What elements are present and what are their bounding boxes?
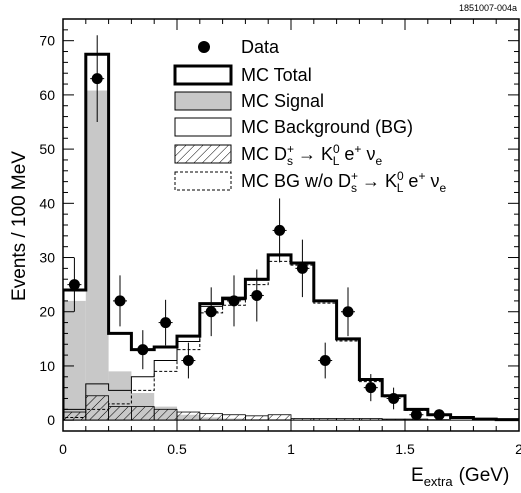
histogram-layer xyxy=(63,52,519,422)
legend-kl-sup3: + xyxy=(354,142,361,156)
legend-kl-tail2: ν xyxy=(361,144,375,164)
y-tick-label: 10 xyxy=(39,358,55,374)
signal-bar xyxy=(63,300,86,421)
legend-bgwo-tail2: ν xyxy=(425,171,439,191)
total-line xyxy=(63,52,519,422)
data-point xyxy=(160,317,172,329)
legend-kl-label: MC D+ s → K0 L e+ νe xyxy=(241,142,382,168)
kl-bar xyxy=(85,395,110,421)
legend-kl-sub2: L xyxy=(333,154,340,168)
legend-bgwo-text: MC BG w/o D xyxy=(241,171,351,191)
data-point xyxy=(114,295,126,307)
legend-bgwo-sup1: + xyxy=(351,169,358,183)
legend-kl-sup2: 0 xyxy=(333,142,340,156)
data-point xyxy=(205,306,217,318)
x-axis-label: Eextra (GeV) xyxy=(411,465,509,489)
kl-bar xyxy=(153,408,178,421)
data-point xyxy=(365,382,377,394)
figure-id: 1851007-004a xyxy=(459,3,517,13)
data-point xyxy=(228,295,240,307)
legend-kl-arrow: → K xyxy=(293,144,333,164)
kl-bar xyxy=(130,406,155,421)
legend-signal-swatch xyxy=(174,91,232,111)
kl-bar xyxy=(199,413,224,421)
legend-signal-label: MC Signal xyxy=(241,91,324,111)
legend: Data MC Total MC Signal MC Background (B… xyxy=(173,37,446,195)
x-tick-label: 0 xyxy=(59,441,67,457)
legend-data-label: Data xyxy=(241,37,280,57)
x-axis-label-unit: (GeV) xyxy=(459,465,510,486)
data-point xyxy=(137,344,149,356)
legend-bgwo-sub2: L xyxy=(397,181,404,195)
kl-bar xyxy=(63,411,87,421)
x-tick-label: 1 xyxy=(287,441,295,457)
y-tick-label: 60 xyxy=(39,87,55,103)
x-tick-label: 0.5 xyxy=(167,441,187,457)
legend-background-label: MC Background (BG) xyxy=(241,117,413,137)
kl-bar xyxy=(108,406,132,421)
data-point xyxy=(388,392,400,404)
data-point xyxy=(319,355,331,367)
legend-kl-text: MC D xyxy=(241,144,287,164)
legend-bgwo-sub1: s xyxy=(351,181,357,195)
data-points-layer xyxy=(67,35,447,421)
x-axis-label-main: E xyxy=(411,465,424,486)
legend-bgwo-tail: e xyxy=(403,171,418,191)
legend-data-marker xyxy=(198,41,210,53)
data-point xyxy=(91,73,103,85)
legend-bgwo-sub3: e xyxy=(439,181,446,195)
legend-bgwo-swatch xyxy=(174,171,232,191)
y-tick-label: 40 xyxy=(39,195,55,211)
kl-bar xyxy=(176,411,201,421)
y-axis-label: Events / 100 MeV xyxy=(9,151,30,301)
x-tick-label: 2 xyxy=(515,441,521,457)
legend-kl-sub3: e xyxy=(375,154,382,168)
data-point xyxy=(182,355,194,367)
data-point xyxy=(68,279,80,291)
legend-kl-tail: e xyxy=(339,144,354,164)
legend-bgwo-arrow: → K xyxy=(357,171,397,191)
legend-kl-sup1: + xyxy=(287,142,294,156)
signal-bar xyxy=(85,90,109,421)
kl-bar xyxy=(222,414,246,421)
y-tick-label: 0 xyxy=(47,412,55,428)
data-point xyxy=(274,224,286,236)
legend-background-swatch xyxy=(174,117,232,137)
y-tick-label: 50 xyxy=(39,141,55,157)
x-axis-label-sub: extra xyxy=(424,474,454,489)
legend-total-swatch xyxy=(173,64,233,86)
x-tick-label: 1.5 xyxy=(395,441,415,457)
legend-bgwo-label: MC BG w/o D+ s → K0 L e+ νe xyxy=(241,169,446,195)
data-point xyxy=(410,409,422,421)
legend-kl-swatch xyxy=(174,144,232,164)
kl-bar xyxy=(244,415,269,421)
y-tick-label: 30 xyxy=(39,250,55,266)
legend-kl-sub1: s xyxy=(287,154,293,168)
data-point xyxy=(433,409,445,421)
data-point xyxy=(342,306,354,318)
legend-bgwo-sup2: 0 xyxy=(397,169,404,183)
legend-total-label: MC Total xyxy=(241,65,312,85)
kl-bar xyxy=(267,414,292,421)
data-point xyxy=(251,289,263,301)
y-tick-label: 70 xyxy=(39,33,55,49)
legend-bgwo-sup3: + xyxy=(418,169,425,183)
data-point xyxy=(296,262,308,274)
y-tick-label: 20 xyxy=(39,304,55,320)
